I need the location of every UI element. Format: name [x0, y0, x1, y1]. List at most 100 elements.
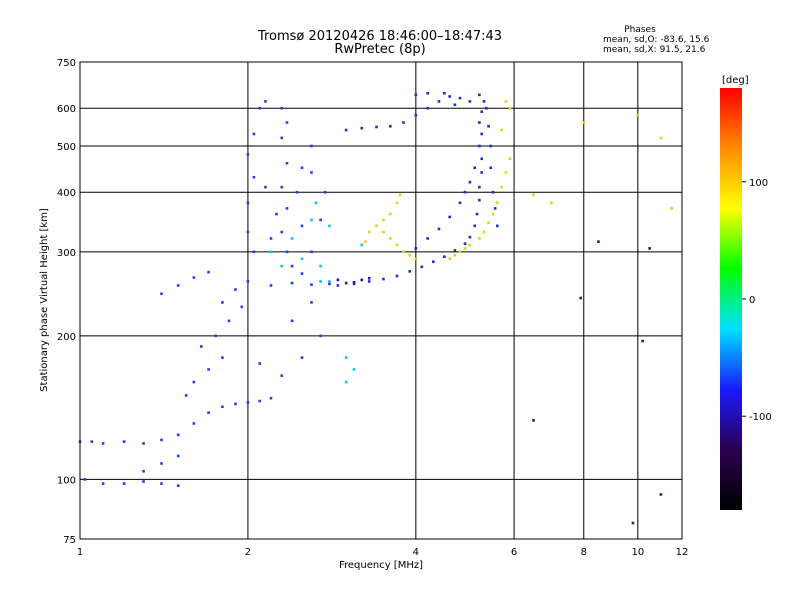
data-point: [414, 113, 418, 117]
data-point: [670, 207, 673, 210]
data-point: [382, 230, 385, 234]
y-tick-label: 500: [57, 142, 76, 153]
data-point: [414, 93, 418, 97]
data-point: [402, 121, 405, 124]
data-point: [468, 243, 472, 247]
data-point: [314, 201, 318, 205]
data-point: [176, 433, 180, 437]
x-tick-label: 6: [511, 547, 517, 558]
data-point: [360, 126, 364, 130]
data-point: [300, 356, 304, 359]
data-point: [300, 257, 304, 261]
data-point: [310, 171, 313, 174]
data-point: [160, 482, 163, 485]
data-point: [426, 106, 429, 110]
data-point: [290, 237, 294, 240]
data-point: [468, 235, 472, 239]
data-point: [382, 218, 385, 222]
colorbar-label: [deg]: [722, 75, 749, 86]
data-point: [176, 284, 180, 287]
data-point: [478, 144, 481, 148]
data-point: [192, 380, 196, 384]
data-point: [160, 438, 163, 442]
x-tick-label: 8: [581, 547, 587, 558]
data-point: [659, 493, 663, 496]
data-point: [480, 171, 484, 174]
data-point: [344, 380, 348, 384]
colorbar-tick-label: 100: [749, 178, 768, 189]
data-point: [310, 301, 313, 304]
x-tick-label: 10: [631, 547, 644, 558]
data-point: [258, 399, 262, 403]
data-point: [426, 237, 429, 240]
data-point: [264, 185, 267, 189]
data-point: [319, 264, 322, 268]
data-point: [480, 110, 484, 114]
data-point: [300, 166, 304, 170]
data-point: [252, 250, 256, 254]
data-point: [323, 190, 327, 194]
data-point: [463, 247, 467, 250]
data-point: [280, 185, 284, 189]
data-point: [448, 257, 452, 261]
data-point: [192, 276, 196, 279]
data-point: [648, 247, 651, 250]
data-point: [414, 247, 418, 250]
chart-title: Tromsø 20120426 18:46:00–18:47:43: [257, 29, 502, 44]
data-point: [290, 319, 294, 323]
data-point: [352, 368, 356, 371]
data-point: [426, 91, 429, 95]
data-point: [402, 250, 405, 254]
data-point: [375, 125, 378, 129]
data-point: [478, 198, 481, 202]
y-tick-label: 400: [57, 188, 76, 199]
data-point: [480, 157, 484, 161]
data-point: [336, 284, 340, 287]
y-tick-label: 200: [57, 332, 76, 343]
data-point: [319, 218, 322, 222]
data-point: [414, 257, 418, 261]
data-point: [491, 212, 495, 216]
data-point: [300, 272, 304, 275]
data-point: [280, 264, 284, 268]
data-point: [285, 250, 289, 254]
x-tick-label: 12: [676, 547, 689, 558]
data-point: [398, 193, 402, 197]
colorbar-tick-label: 0: [749, 295, 755, 306]
data-point: [234, 402, 237, 406]
data-point: [290, 281, 294, 285]
data-point: [473, 166, 477, 170]
data-point: [487, 221, 490, 225]
data-point: [246, 201, 250, 205]
grid: [80, 62, 682, 539]
data-point: [463, 242, 467, 245]
data-point: [83, 478, 87, 481]
data-point: [336, 278, 340, 282]
data-point: [641, 339, 644, 343]
data-point: [300, 224, 304, 228]
phase-o-stats: mean, sd,O: -83.6, 15.6: [603, 35, 710, 45]
phases-header: Phases: [624, 25, 656, 35]
data-point: [636, 113, 640, 117]
data-point: [328, 280, 331, 283]
data-point: [375, 224, 378, 228]
chart-subtitle: RwPretec (8p): [334, 42, 425, 57]
data-point: [258, 362, 262, 365]
data-point: [360, 278, 364, 282]
data-point: [489, 144, 493, 148]
data-point: [90, 440, 94, 443]
data-point: [364, 240, 367, 244]
x-tick-label: 1: [77, 547, 83, 558]
y-tick-label: 750: [57, 58, 76, 69]
data-point: [269, 237, 273, 240]
data-point: [310, 283, 313, 286]
y-axis-label: Stationary phase Virtual Height [km]: [39, 208, 50, 392]
data-point: [246, 401, 250, 404]
data-point: [437, 100, 441, 103]
data-point: [101, 442, 105, 445]
data-point: [631, 521, 635, 525]
data-point: [437, 227, 441, 231]
data-point: [176, 454, 180, 458]
x-tick-label: 4: [413, 547, 419, 558]
